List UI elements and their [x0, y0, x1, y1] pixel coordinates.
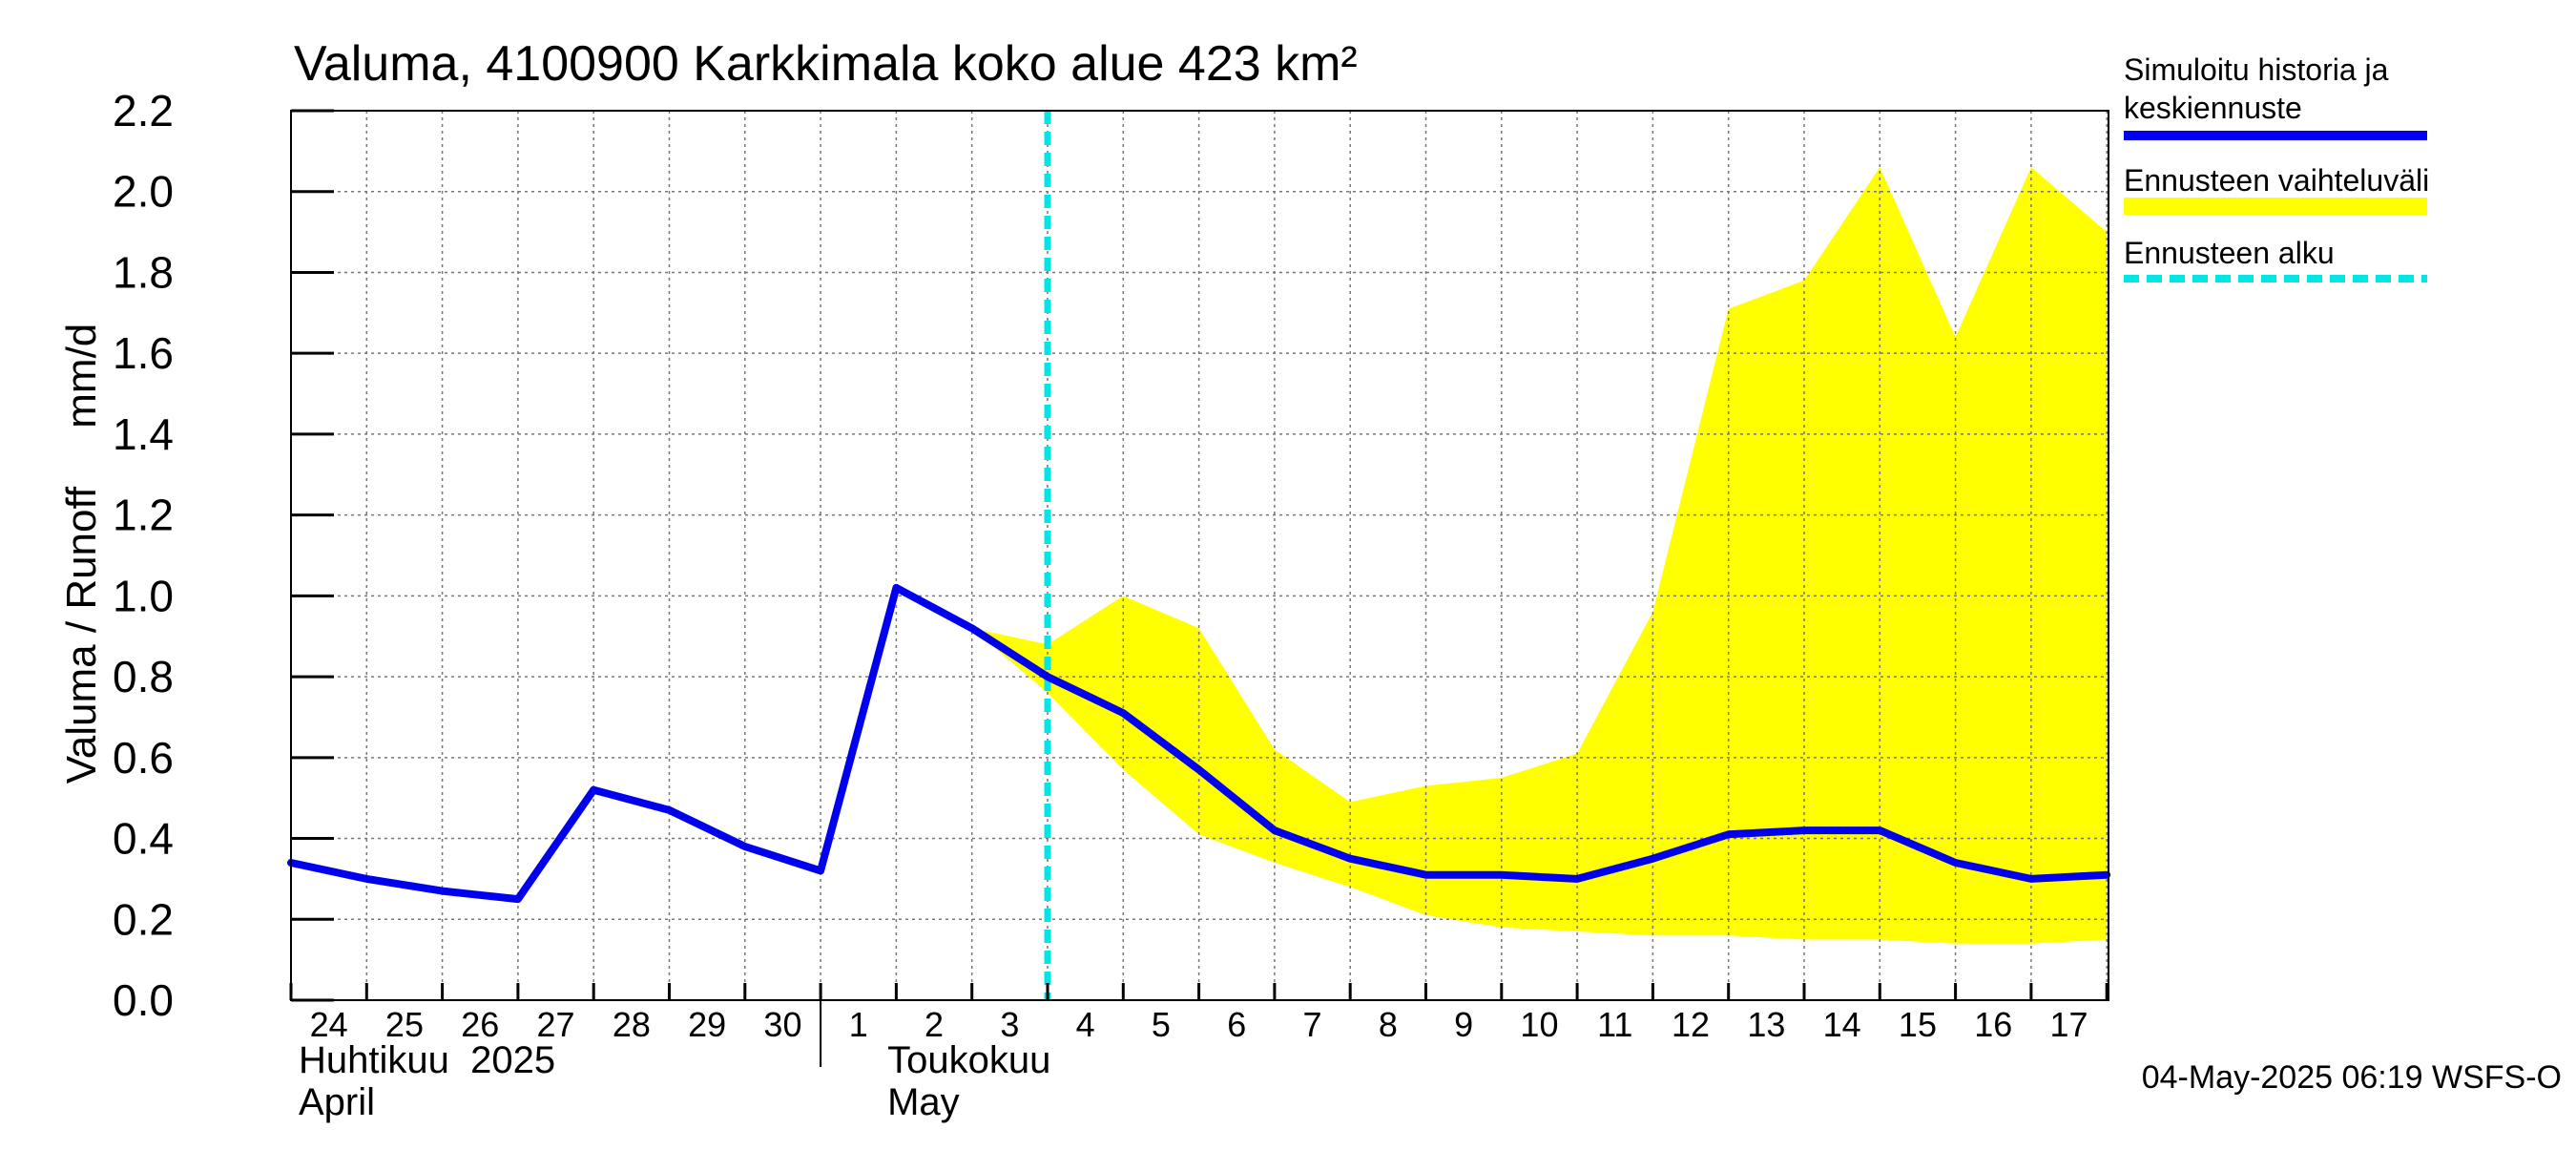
- legend-label-simulated: Simuloitu historia ja keskiennuste: [2124, 52, 2389, 125]
- y-tick-label: 1.0: [113, 571, 174, 620]
- x-tick-label: 16: [1974, 1005, 2012, 1044]
- x-tick-label: 5: [1152, 1005, 1171, 1044]
- x-tick-label: 27: [537, 1005, 575, 1044]
- x-tick-label: 15: [1899, 1005, 1937, 1044]
- x-tick-label: 1: [849, 1005, 868, 1044]
- x-tick-label: 28: [613, 1005, 651, 1044]
- month-label-en: April: [299, 1081, 375, 1123]
- x-tick-label: 13: [1747, 1005, 1785, 1044]
- x-tick-label: 17: [2050, 1005, 2088, 1044]
- y-axis-label: Valuma / Runoff mm/d: [58, 324, 105, 784]
- legend: Simuloitu historia ja keskiennuste Ennuste…: [2124, 52, 2429, 282]
- simulated-runoff-line: [287, 583, 2111, 904]
- y-tick-label: 1.6: [113, 328, 174, 378]
- x-tick-label: 6: [1227, 1005, 1246, 1044]
- series-layer: [287, 111, 2111, 1000]
- legend-label-range: Ennusteen vaihteluväli: [2124, 163, 2429, 198]
- y-tick-label: 0.4: [113, 814, 174, 864]
- footer-timestamp: 04-May-2025 06:19 WSFS-O: [2142, 1059, 2562, 1096]
- grid-layer: [291, 110, 2109, 1001]
- x-tick-label: 7: [1303, 1005, 1322, 1044]
- y-tick-label: 0.0: [113, 975, 174, 1025]
- text-layer: Valuma, 4100900 Karkkimala koko alue 423…: [58, 36, 2562, 1123]
- y-tick-label: 2.0: [113, 167, 174, 217]
- x-tick-label: 24: [310, 1005, 348, 1044]
- y-tick-label: 1.4: [113, 409, 174, 459]
- x-tick-label: 3: [1000, 1005, 1019, 1044]
- y-tick-label: 2.2: [113, 86, 174, 136]
- y-tick-label: 1.2: [113, 491, 174, 540]
- x-tick-label: 30: [763, 1005, 801, 1044]
- x-tick-label: 14: [1823, 1005, 1861, 1044]
- x-tick-label: 29: [688, 1005, 726, 1044]
- y-tick-label: 0.6: [113, 733, 174, 783]
- chart-title: Valuma, 4100900 Karkkimala koko alue 423…: [294, 36, 1358, 92]
- axes-layer: [289, 109, 2109, 1067]
- x-tick-label: 26: [461, 1005, 499, 1044]
- x-tick-label: 9: [1454, 1005, 1473, 1044]
- month-label-fi: Toukokuu: [887, 1039, 1050, 1081]
- x-tick-label: 10: [1520, 1005, 1558, 1044]
- x-tick-label: 12: [1672, 1005, 1710, 1044]
- x-tick-label: 2: [924, 1005, 944, 1044]
- x-tick-label: 25: [385, 1005, 424, 1044]
- y-tick-label: 0.2: [113, 894, 174, 944]
- y-tick-label: 0.8: [113, 652, 174, 701]
- month-label-en: May: [887, 1081, 960, 1123]
- month-label-fi: Huhtikuu 2025: [299, 1039, 555, 1081]
- y-tick-label: 1.8: [113, 247, 174, 297]
- x-tick-label: 11: [1597, 1005, 1632, 1044]
- legend-label-forecast-start: Ennusteen alku: [2124, 236, 2335, 270]
- forecast-band-layer: [971, 167, 2108, 944]
- forecast-range-band: [971, 167, 2108, 944]
- x-tick-label: 8: [1379, 1005, 1398, 1044]
- x-tick-label: 4: [1076, 1005, 1095, 1044]
